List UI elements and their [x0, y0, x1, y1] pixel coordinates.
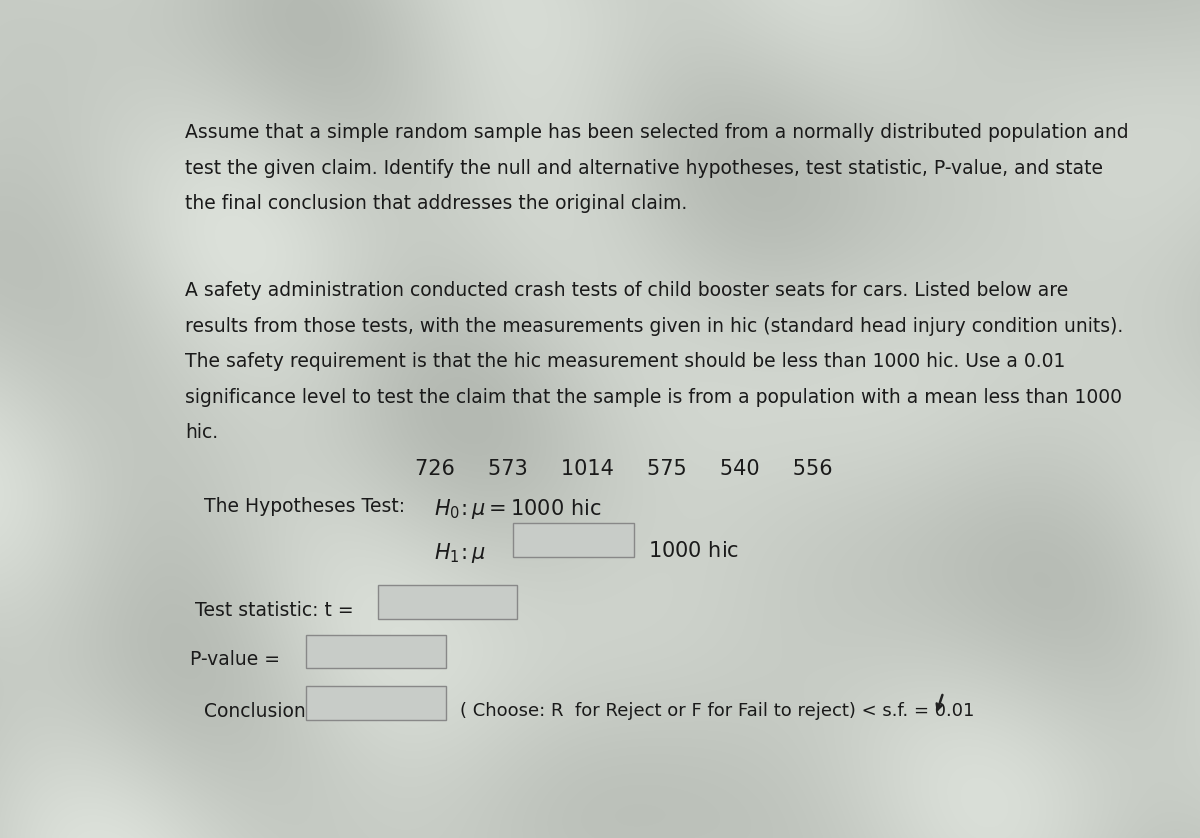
Text: 726     573     1014     575     540     556: 726 573 1014 575 540 556 — [415, 458, 833, 478]
FancyBboxPatch shape — [306, 635, 445, 669]
Text: $H_0\!: \mu = 1000\ \mathrm{hic}$: $H_0\!: \mu = 1000\ \mathrm{hic}$ — [433, 498, 601, 521]
Text: results from those tests, with the measurements given in hic (standard head inju: results from those tests, with the measu… — [185, 317, 1123, 336]
Text: significance level to test the claim that the sample is from a population with a: significance level to test the claim tha… — [185, 388, 1122, 406]
Text: A safety administration conducted crash tests of child booster seats for cars. L: A safety administration conducted crash … — [185, 282, 1068, 300]
FancyBboxPatch shape — [378, 585, 517, 618]
Text: Test statistic: t =: Test statistic: t = — [194, 601, 353, 619]
Text: ( Choose: R  for Reject or F for Fail to reject) < s.f. = 0.01: ( Choose: R for Reject or F for Fail to … — [460, 702, 974, 720]
Text: P-value =: P-value = — [190, 650, 280, 670]
FancyBboxPatch shape — [306, 686, 445, 720]
Text: the final conclusion that addresses the original claim.: the final conclusion that addresses the … — [185, 194, 688, 213]
Text: hic.: hic. — [185, 423, 218, 442]
Text: The Hypotheses Test:: The Hypotheses Test: — [204, 498, 406, 516]
Text: $H_1\!: \mu$: $H_1\!: \mu$ — [433, 541, 485, 565]
Text: Conclusion:: Conclusion: — [204, 702, 312, 721]
Text: Assume that a simple random sample has been selected from a normally distributed: Assume that a simple random sample has b… — [185, 123, 1129, 142]
Text: The safety requirement is that the hic measurement should be less than 1000 hic.: The safety requirement is that the hic m… — [185, 352, 1066, 371]
Text: $1000\ \mathrm{hic}$: $1000\ \mathrm{hic}$ — [648, 541, 739, 561]
FancyBboxPatch shape — [512, 523, 634, 556]
Text: test the given claim. Identify the null and alternative hypotheses, test statist: test the given claim. Identify the null … — [185, 158, 1103, 178]
